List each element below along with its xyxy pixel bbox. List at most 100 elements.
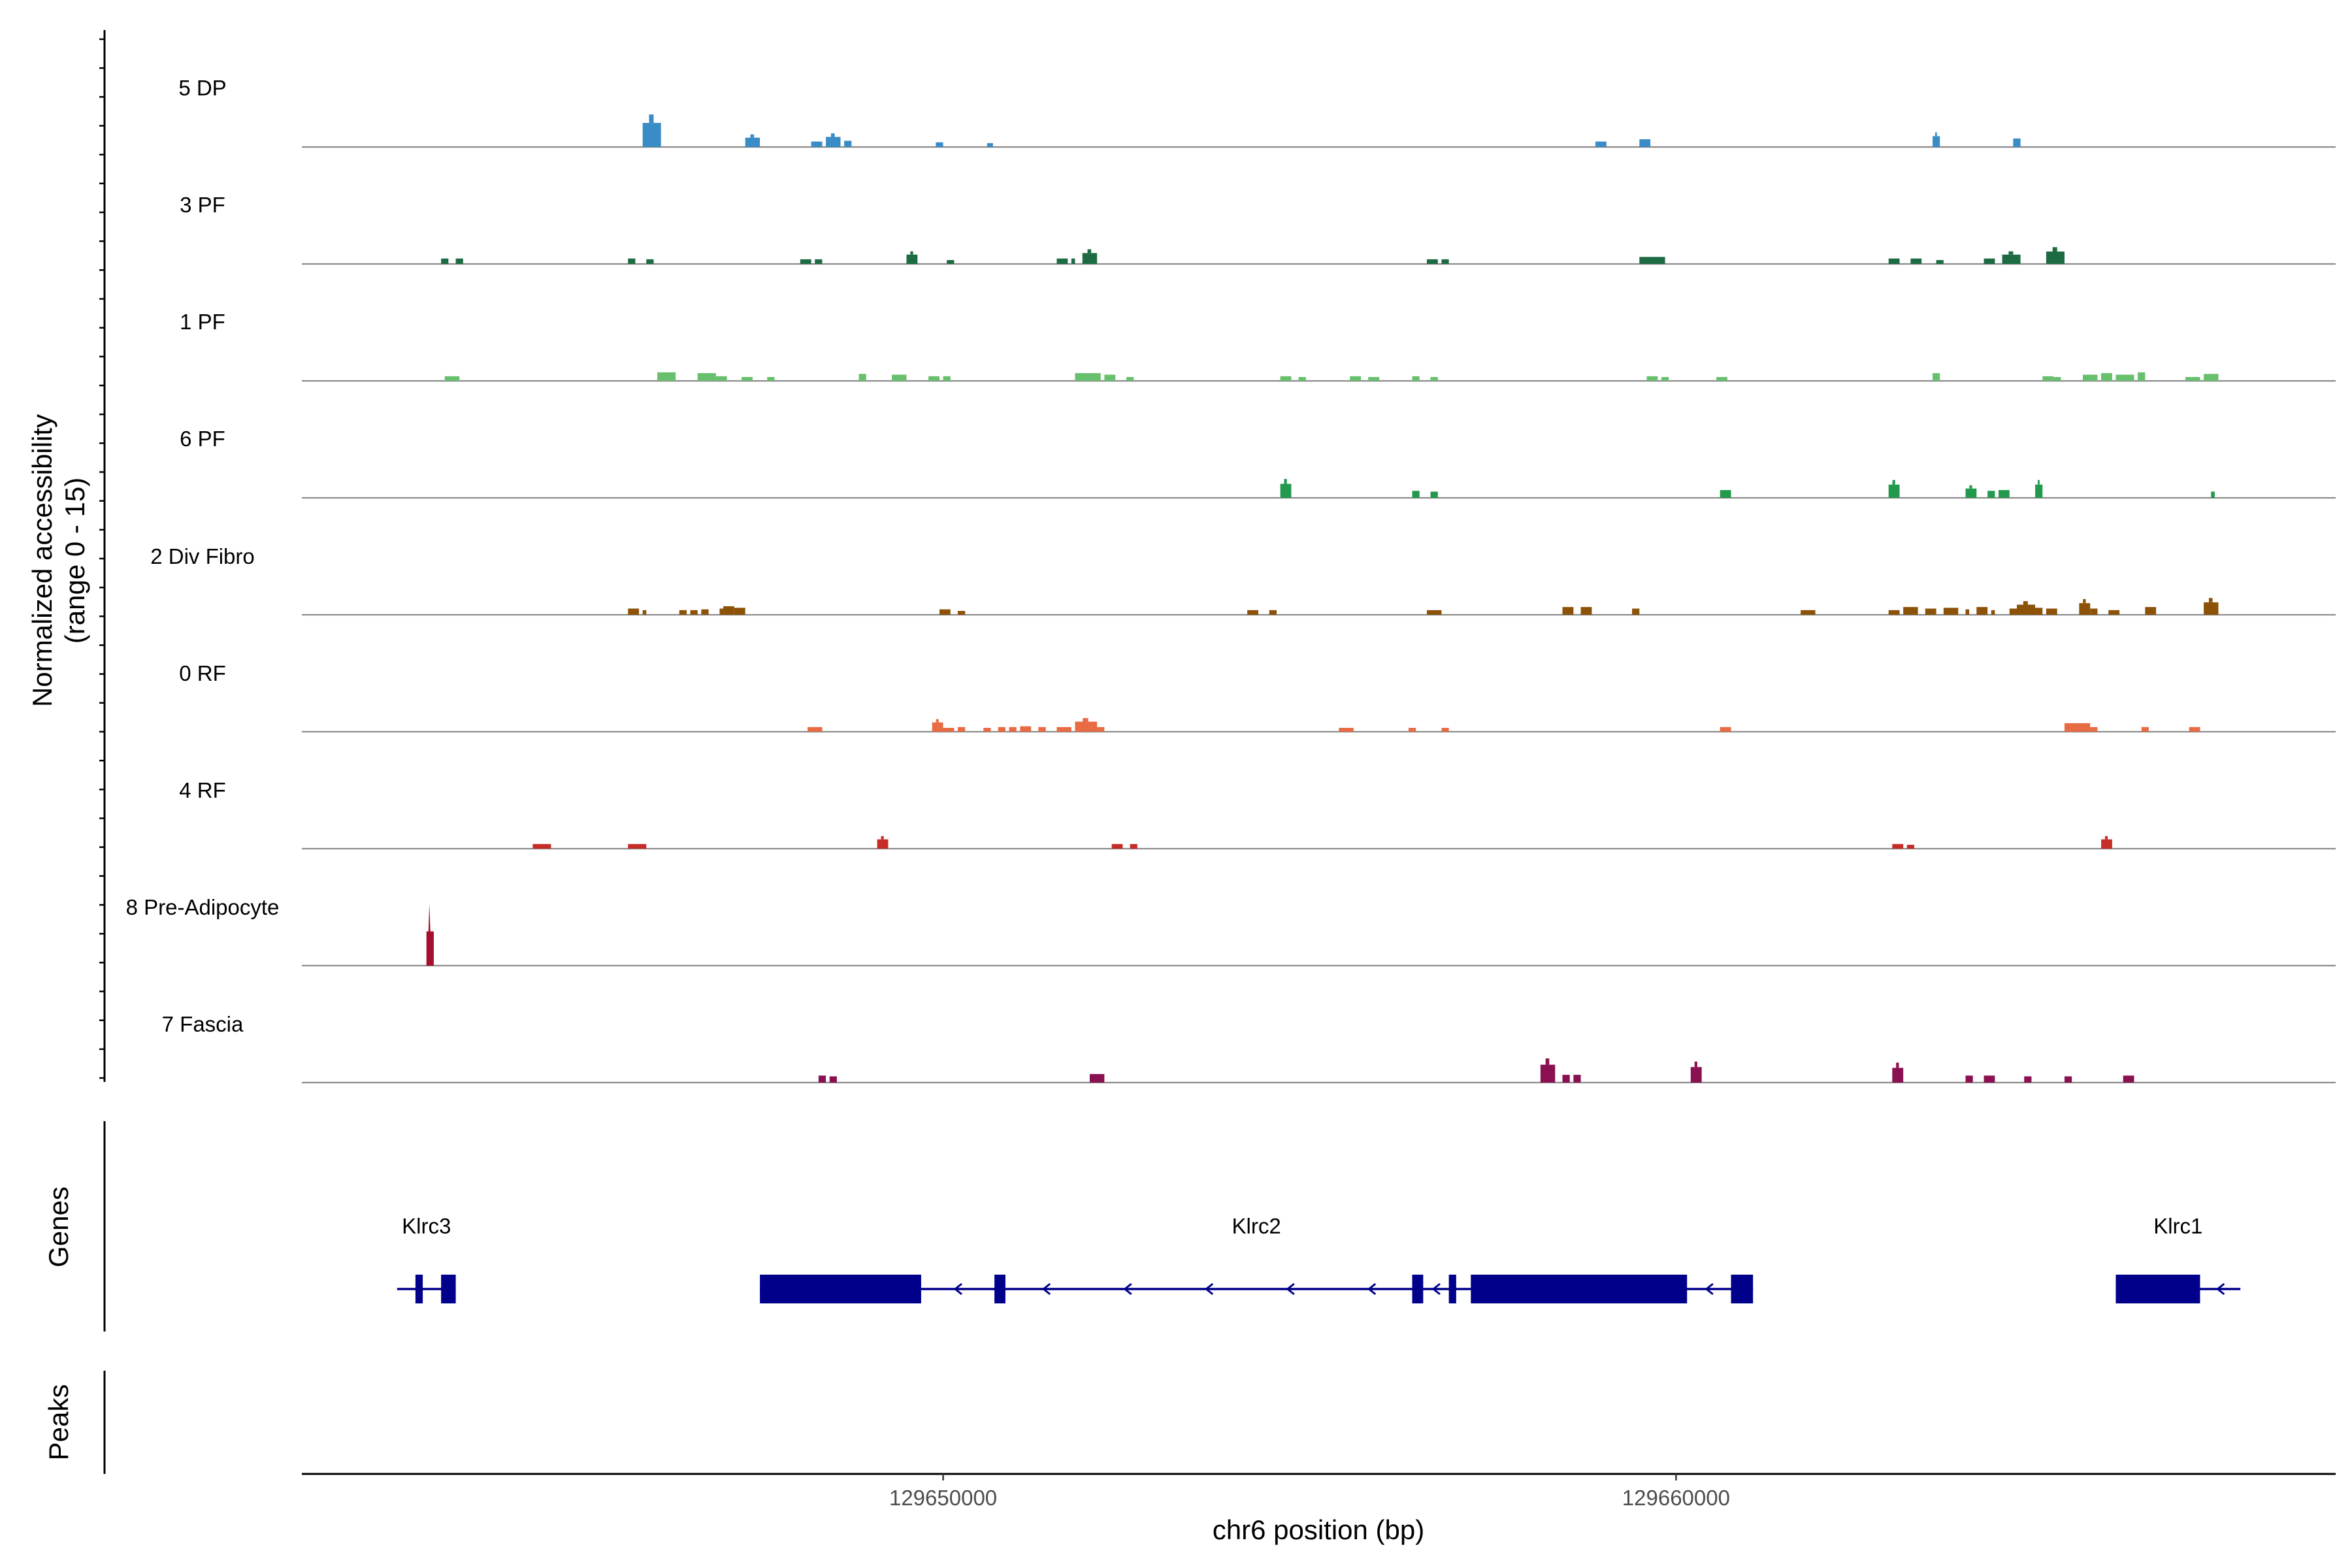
coverage-peak (1075, 721, 1098, 732)
coverage-peak (958, 727, 966, 732)
track-6-pf (302, 479, 2336, 499)
coverage-peak (1595, 141, 1607, 147)
coverage-peak (734, 608, 745, 615)
coverage-peak (1716, 377, 1727, 381)
coverage-peak (2024, 1076, 2032, 1083)
gene-annotation-track: Klrc3 Klrc2 Klrc1 (397, 1214, 2241, 1303)
track-label-7-fascia: 7 Fascia (162, 1012, 244, 1036)
track-1-pf (302, 372, 2336, 382)
track-8-pre-adipocyte (302, 903, 2336, 967)
gene-exon (1731, 1275, 1754, 1303)
track-4-rf (302, 836, 2336, 850)
coverage-peak (2017, 604, 2036, 615)
coverage-peak (2046, 251, 2065, 264)
coverage-peak (2035, 608, 2043, 615)
coverage-peak (2189, 727, 2200, 732)
coverage-peak-summit (2023, 601, 2028, 605)
strand-arrow (1705, 1282, 1714, 1296)
peaks-panel-label: Peaks (43, 1384, 74, 1461)
coverage-tracks (302, 114, 2336, 1084)
coverage-peak (1936, 260, 1944, 264)
strand-arrow (1204, 1282, 1214, 1296)
coverage-peak (628, 843, 640, 849)
gene-exon (415, 1275, 423, 1303)
y-axis-title-line2: (range 0 - 15) (59, 478, 90, 644)
coverage-peak (1801, 610, 1816, 615)
coverage-peak-summit (1284, 479, 1287, 484)
genes-panel-label: Genes (43, 1186, 74, 1267)
coverage-peak (2204, 602, 2219, 615)
coverage-peak (1441, 259, 1449, 264)
coverage-peak (943, 376, 951, 381)
track-label-2-div-fibro: 2 Div Fibro (150, 544, 255, 568)
coverage-peak (2101, 373, 2112, 381)
coverage-peak (1071, 258, 1075, 264)
track-label-4-rf: 4 RF (179, 778, 226, 802)
coverage-peak (1903, 607, 1918, 615)
coverage-peak-summit (750, 134, 755, 138)
coverage-peak (998, 727, 1005, 732)
coverage-peak (2141, 727, 2149, 732)
coverage-peak (1089, 1073, 1105, 1083)
coverage-peak (1562, 1075, 1570, 1083)
coverage-peak (983, 728, 991, 732)
coverage-peak (1933, 136, 1940, 147)
coverage-peak (1661, 377, 1669, 381)
gene-klrc1: Klrc1 (2115, 1214, 2241, 1303)
coverage-peak (2053, 377, 2061, 381)
y-axis-title-line1: Normalized accessibility (27, 414, 57, 707)
coverage-peak (532, 843, 551, 849)
coverage-peak (800, 259, 811, 264)
coverage-peak (1126, 377, 1134, 381)
coverage-peak (1426, 610, 1442, 615)
coverage-peak-summit (830, 133, 835, 137)
coverage-peak (1965, 609, 1970, 615)
coverage-peak (939, 609, 951, 615)
coverage-peak (1412, 491, 1420, 498)
coverage-peak (2211, 491, 2215, 498)
gene-label: Klrc1 (2153, 1214, 2202, 1238)
coverage-peak (943, 728, 955, 732)
coverage-peak (1056, 258, 1068, 264)
coverage-peak (642, 123, 661, 147)
track-0-rf (302, 718, 2336, 733)
gene-klrc2: Klrc2 (760, 1214, 1754, 1303)
coverage-peak-summit (1545, 1058, 1550, 1065)
coverage-peak (826, 137, 841, 147)
coverage-peak (1888, 258, 1900, 264)
coverage-peak (1925, 608, 1936, 615)
gene-label: Klrc2 (1232, 1214, 1281, 1238)
track-label-3-pf: 3 PF (180, 193, 225, 217)
coverage-peak (2046, 608, 2057, 615)
x-axis-ticks: 129650000 129660000 (889, 1474, 1730, 1510)
coverage-peak (444, 376, 460, 381)
coverage-peak (2090, 608, 2098, 615)
coverage-peak (646, 259, 654, 264)
coverage-peak (1943, 608, 1959, 615)
coverage-peak (1888, 484, 1900, 498)
coverage-peak (1430, 491, 1438, 498)
coverage-peak (1965, 1075, 1973, 1083)
track-2-div-fibro (302, 598, 2336, 616)
coverage-peak (2090, 727, 2098, 732)
x-tick-label: 129660000 (1622, 1486, 1730, 1510)
coverage-peak-summit (1935, 132, 1937, 137)
coverage-peak (1247, 610, 1258, 615)
coverage-peak (2064, 723, 2091, 732)
track-label-8-pre-adipocyte: 8 Pre-Adipocyte (126, 895, 280, 919)
coverage-peak (2079, 603, 2091, 615)
coverage-peak-summit (1896, 1062, 1899, 1068)
coverage-peak (1892, 843, 1904, 849)
coverage-peak (2185, 377, 2200, 381)
coverage-peak (829, 1076, 837, 1083)
coverage-peak (1976, 607, 1988, 615)
coverage-peak-summit (1083, 718, 1088, 722)
coverage-peak-summit (2083, 598, 2086, 604)
coverage-peak (1368, 377, 1380, 381)
coverage-peak (1720, 490, 1731, 498)
coverage-peak (679, 610, 687, 615)
x-axis-title: chr6 position (bp) (1213, 1514, 1425, 1545)
coverage-peak (697, 373, 716, 381)
coverage-peak (715, 376, 727, 381)
